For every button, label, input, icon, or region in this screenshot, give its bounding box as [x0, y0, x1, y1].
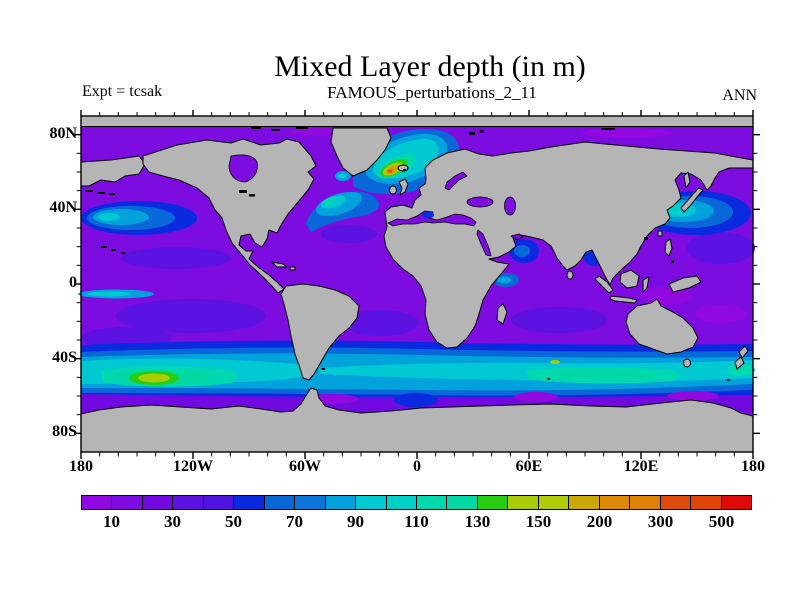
colorbar-tick-label: 130	[464, 512, 491, 531]
colorbar-cell	[447, 496, 478, 509]
colorbar-cell	[569, 496, 600, 509]
new-zealand-north	[738, 345, 749, 359]
red-sea	[476, 229, 492, 257]
colorbar-cell	[234, 496, 265, 509]
caspian-sea	[504, 196, 516, 216]
colorbar-cell	[538, 496, 570, 509]
colorbar-tick-label: 200	[586, 512, 613, 531]
alaska	[80, 155, 146, 187]
page-title: Mixed Layer depth (in m)	[274, 50, 586, 83]
hispaniola	[289, 266, 296, 271]
greenland	[330, 127, 392, 177]
colorbar-cell	[82, 496, 113, 509]
south-america	[280, 283, 360, 381]
colorbar-tick-label: 10	[103, 512, 120, 531]
map-plot	[74, 110, 760, 459]
colorbar-cell	[112, 496, 143, 509]
colorbar-cell	[477, 496, 509, 509]
sulawesi	[642, 276, 650, 293]
madagascar	[496, 303, 508, 325]
y-axis-label: 40S	[52, 348, 77, 366]
colorbar-tick-label: 500	[708, 512, 735, 531]
colorbar-cell	[173, 496, 204, 509]
inland-seas	[228, 154, 524, 257]
taiwan	[657, 230, 663, 237]
united-kingdom	[398, 178, 409, 196]
eurasia-africa	[383, 141, 754, 349]
colorbar-cell	[142, 496, 174, 509]
colorbar-cell	[386, 496, 417, 509]
y-axis-label: 80S	[52, 423, 77, 441]
cuba	[271, 261, 288, 268]
colorbar	[81, 495, 752, 510]
northeast-pacific-patch	[81, 201, 197, 235]
x-axis-label: 0	[413, 458, 421, 475]
x-axis-label: 60E	[515, 458, 543, 475]
x-axis-label: 60W	[289, 458, 321, 475]
gulf-of-lion-patch	[422, 211, 434, 219]
japan	[680, 187, 704, 213]
y-axis-label: 80N	[49, 124, 77, 142]
southern-ocean-band	[81, 340, 755, 412]
x-axis-label: 180	[69, 458, 93, 475]
colorbar-cell	[203, 496, 235, 509]
sumatra	[594, 275, 614, 294]
australia	[625, 298, 699, 355]
subtitle-season: ANN	[722, 87, 757, 104]
sri-lanka	[566, 270, 574, 280]
x-axis-label: 120E	[623, 458, 659, 475]
y-axis-label: 40N	[49, 199, 77, 217]
subtitle-run-id: FAMOUS_perturbations_2_11	[327, 83, 537, 102]
java	[609, 295, 638, 304]
x-axis-label: 120W	[173, 458, 213, 475]
colorbar-cell	[660, 496, 692, 509]
baltic-sea	[444, 171, 468, 191]
colorbar-tick-label: 90	[347, 512, 364, 531]
colorbar-cell	[599, 496, 631, 509]
tasmania	[683, 358, 691, 368]
colorbar-cell	[630, 496, 661, 509]
colorbar-tick-label: 300	[647, 512, 674, 531]
island-specks	[85, 127, 730, 381]
subtitle-experiment: Expt = tcsak	[82, 83, 163, 100]
gyre-patches	[81, 128, 755, 349]
ireland	[389, 185, 397, 195]
landmasses	[80, 115, 754, 453]
colorbar-cell	[416, 496, 448, 509]
colorbar-cell	[508, 496, 539, 509]
colorbar-tick-label: 110	[404, 512, 429, 531]
philippines	[664, 238, 673, 257]
antarctica	[80, 387, 754, 453]
colorbar-tick-label: 50	[225, 512, 242, 531]
colorbar-cell	[356, 496, 387, 509]
colorbar-cell	[325, 496, 357, 509]
x-axis-label: 180	[741, 458, 765, 475]
axis-ticks	[74, 110, 760, 459]
persian-gulf	[510, 233, 524, 241]
arctic-cap	[80, 115, 754, 127]
colorbar-tick-label: 150	[525, 512, 552, 531]
mediterranean-sea	[387, 210, 477, 227]
colorbar-cell	[264, 496, 296, 509]
indian-ocean-patches	[493, 239, 604, 287]
sakhalin	[683, 171, 691, 189]
equatorial-streak	[78, 289, 154, 299]
gulf-stream-patch	[306, 191, 379, 232]
hudson-bay	[228, 154, 258, 183]
colorbar-tick-label: 70	[286, 512, 303, 531]
y-axis-label: 0	[69, 274, 77, 291]
black-sea	[466, 196, 494, 208]
colorbar-cell	[721, 496, 751, 509]
colorbar-tick-label: 30	[164, 512, 181, 531]
colorbar-cell	[691, 496, 722, 509]
north-america	[142, 138, 317, 294]
colorbar-cell	[295, 496, 326, 509]
new-guinea	[668, 275, 702, 293]
new-zealand-south	[734, 356, 745, 370]
borneo	[619, 269, 640, 289]
